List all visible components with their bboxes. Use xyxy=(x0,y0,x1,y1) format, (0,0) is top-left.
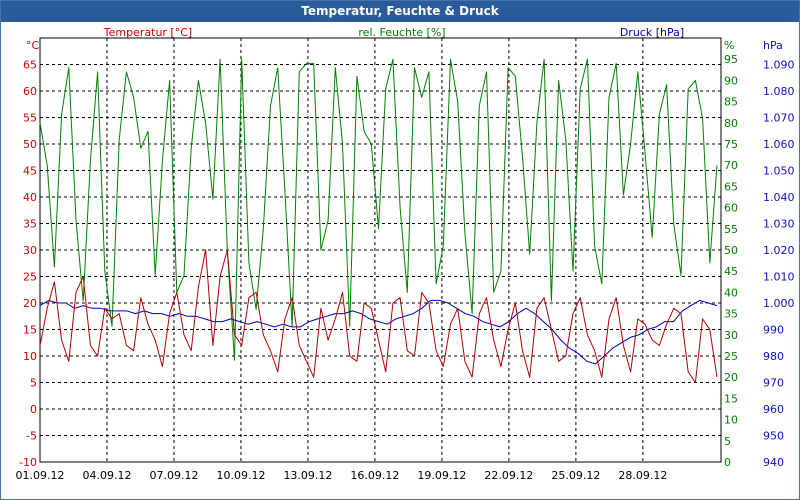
x-tick-label: 16.09.12 xyxy=(350,469,399,482)
pressure-tick-label: 1.000 xyxy=(763,297,795,310)
humidity-tick-label: 35 xyxy=(724,308,738,321)
grid-lines xyxy=(40,38,721,463)
x-tick-label: 07.09.12 xyxy=(149,469,198,482)
left-tick-label: 5 xyxy=(30,377,37,390)
legend-pressure: Druck [hPa] xyxy=(620,26,684,39)
series-line-2 xyxy=(39,299,718,365)
legend-temperature: Temperatur [°C] xyxy=(103,26,192,39)
humidity-tick-label: 65 xyxy=(724,180,738,193)
humidity-tick-label: 55 xyxy=(724,223,738,236)
x-tick-label: 10.09.12 xyxy=(216,469,265,482)
pressure-tick-label: 1.020 xyxy=(763,244,795,257)
pressure-tick-label: 1.040 xyxy=(763,191,795,204)
left-tick-label: 55 xyxy=(23,112,37,125)
plot-area-frame xyxy=(39,37,722,463)
x-tick-label: 19.09.12 xyxy=(417,469,466,482)
left-tick-label: 30 xyxy=(23,244,37,257)
x-tick-label: 28.09.12 xyxy=(618,469,667,482)
left-tick-label: -5 xyxy=(26,430,37,443)
humidity-tick-label: 60 xyxy=(724,202,738,215)
left-tick-label: 25 xyxy=(23,271,37,284)
series-line-0 xyxy=(39,249,718,383)
humidity-axis-unit: % xyxy=(724,39,734,52)
pressure-tick-label: 1.080 xyxy=(763,85,795,98)
pressure-axis-ticks: 940 950 960 970 980 990 1.000 1.010 1.020 1.030 1.… xyxy=(763,59,795,470)
humidity-tick-label: 40 xyxy=(724,286,738,299)
x-axis-ticks: 01.09.12 04.09.12 07.09.12 10.09.12 13.09.12… xyxy=(16,469,668,482)
pressure-tick-label: 970 xyxy=(763,377,784,390)
left-tick-label: 45 xyxy=(23,165,37,178)
humidity-axis-ticks: 0 5 10 15 20 25 30 35 40 45 50 55 60 65 70 75 80 85 90 95 xyxy=(724,53,738,469)
humidity-tick-label: 95 xyxy=(724,53,738,66)
left-tick-label: 0 xyxy=(30,403,37,416)
left-tick-label: 10 xyxy=(23,350,37,363)
humidity-tick-label: 85 xyxy=(724,96,738,109)
humidity-tick-label: 50 xyxy=(724,244,738,257)
pressure-tick-label: 1.060 xyxy=(763,138,795,151)
humidity-tick-label: 70 xyxy=(724,159,738,172)
left-tick-label: 65 xyxy=(23,59,37,72)
pressure-tick-label: 1.050 xyxy=(763,165,795,178)
humidity-tick-label: 30 xyxy=(724,329,738,342)
left-tick-label: 40 xyxy=(23,191,37,204)
series-line-1 xyxy=(39,58,718,361)
pressure-tick-label: 980 xyxy=(763,350,784,363)
x-tick-label: 01.09.12 xyxy=(16,469,65,482)
series-layer xyxy=(39,58,718,383)
humidity-tick-label: 0 xyxy=(724,456,731,469)
pressure-tick-label: 1.010 xyxy=(763,271,795,284)
pressure-tick-label: 950 xyxy=(763,430,784,443)
pressure-tick-label: 960 xyxy=(763,403,784,416)
pressure-tick-label: 1.090 xyxy=(763,59,795,72)
left-axis-unit: °C xyxy=(26,39,40,52)
humidity-tick-label: 45 xyxy=(724,265,738,278)
humidity-tick-label: 25 xyxy=(724,350,738,363)
humidity-tick-label: 15 xyxy=(724,392,738,405)
left-tick-label: -10 xyxy=(19,456,37,469)
x-tick-label: 13.09.12 xyxy=(283,469,332,482)
humidity-tick-label: 20 xyxy=(724,371,738,384)
x-tick-label: 25.09.12 xyxy=(551,469,600,482)
humidity-tick-label: 10 xyxy=(724,414,738,427)
pressure-tick-label: 990 xyxy=(763,324,784,337)
left-tick-label: 15 xyxy=(23,324,37,337)
pressure-axis-unit: hPa xyxy=(763,39,783,52)
legend-humidity: rel. Feuchte [%] xyxy=(358,26,445,39)
humidity-tick-label: 80 xyxy=(724,117,738,130)
left-tick-label: 35 xyxy=(23,218,37,231)
humidity-tick-label: 75 xyxy=(724,138,738,151)
humidity-tick-label: 90 xyxy=(724,74,738,87)
left-tick-label: 50 xyxy=(23,138,37,151)
left-axis-ticks: -10 -5 0 5 10 15 20 25 30 35 40 45 50 55 60 65 xyxy=(19,59,37,470)
x-tick-label: 04.09.12 xyxy=(82,469,131,482)
left-tick-label: 20 xyxy=(23,297,37,310)
pressure-tick-label: 1.030 xyxy=(763,218,795,231)
x-tick-label: 22.09.12 xyxy=(484,469,533,482)
left-tick-label: 60 xyxy=(23,85,37,98)
pressure-tick-label: 1.070 xyxy=(763,112,795,125)
humidity-tick-label: 5 xyxy=(724,435,731,448)
pressure-tick-label: 940 xyxy=(763,456,784,469)
window-title: Temperatur, Feuchte & Druck xyxy=(1,1,799,22)
